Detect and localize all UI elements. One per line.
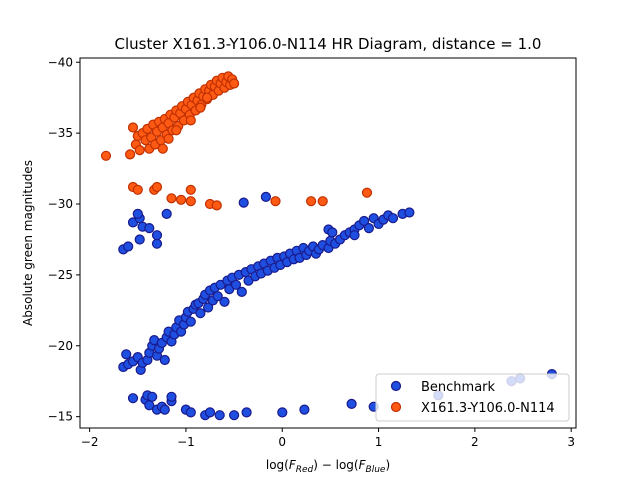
legend-label-benchmark: Benchmark (421, 380, 496, 395)
x-tick-label: 2 (471, 435, 479, 449)
data-point (127, 122, 139, 133)
data-point (214, 410, 225, 421)
data-point (100, 150, 112, 161)
data-point (185, 184, 196, 195)
data-point (346, 398, 357, 409)
series-0 (118, 191, 558, 421)
data-point (211, 200, 222, 211)
y-tick-label: −15 (48, 410, 73, 424)
data-point (166, 391, 177, 402)
data-point (317, 196, 328, 207)
data-point (241, 407, 252, 418)
x-tick-label: 3 (567, 435, 575, 449)
y-tick-label: −20 (48, 339, 73, 353)
data-point (161, 208, 172, 219)
data-point (387, 213, 399, 224)
y-axis-label: Absolute green magnitudes (21, 160, 35, 326)
y-axis-ticks: −15 −20 −25 −30 −35 −40 (48, 55, 80, 424)
data-point (359, 215, 370, 227)
data-point (151, 238, 163, 249)
data-point (185, 115, 196, 126)
x-axis-label: log(FRed) − log(FBlue) (266, 458, 390, 475)
data-point (238, 197, 249, 208)
data-point (277, 407, 288, 418)
data-point (327, 227, 338, 238)
data-point (349, 230, 360, 241)
series-1 (100, 71, 373, 211)
chart-title: Cluster X161.3-Y106.0-N114 HR Diagram, d… (115, 35, 542, 53)
data-point (202, 92, 213, 103)
data-point (159, 354, 170, 366)
legend: Benchmark X161.3-Y106.0-N114 (375, 373, 570, 422)
data-point (132, 208, 143, 219)
data-point (144, 223, 155, 234)
data-point (134, 234, 145, 245)
data-point (260, 191, 271, 202)
data-point (151, 181, 163, 193)
data-point (134, 145, 145, 156)
data-point (147, 391, 158, 402)
data-point (132, 184, 143, 195)
data-point (151, 230, 163, 241)
data-point (229, 410, 240, 421)
x-tick-label: −1 (177, 435, 195, 449)
data-point (185, 407, 196, 418)
data-point (195, 102, 206, 113)
data-point (363, 223, 374, 234)
x-tick-label: −2 (81, 435, 99, 449)
data-point (185, 196, 196, 207)
data-point (236, 286, 247, 297)
data-point (171, 125, 182, 136)
data-points (100, 71, 558, 421)
data-point (219, 296, 230, 307)
data-point (123, 241, 134, 252)
legend-box (375, 373, 570, 422)
data-point (361, 187, 373, 198)
data-point (299, 404, 310, 415)
y-tick-label: −40 (48, 55, 73, 69)
data-point (176, 194, 187, 205)
data-point (166, 193, 177, 204)
x-tick-label: 0 (278, 435, 286, 449)
data-point (185, 316, 196, 327)
data-point (212, 291, 223, 302)
y-tick-label: −25 (48, 268, 73, 282)
data-point (270, 196, 281, 207)
y-tick-label: −35 (48, 126, 73, 140)
data-point (157, 143, 168, 154)
data-point (159, 404, 170, 415)
data-point (127, 393, 139, 404)
x-tick-label: 1 (375, 435, 383, 449)
data-point (163, 133, 174, 144)
data-point (229, 78, 240, 89)
legend-marker-cluster (390, 401, 402, 413)
data-point (203, 302, 214, 313)
data-point (204, 407, 216, 418)
legend-marker-benchmark (390, 380, 402, 392)
data-point (306, 196, 317, 207)
data-point (404, 207, 415, 218)
plot-area-frame (79, 57, 577, 429)
data-point (230, 279, 242, 290)
data-point (125, 149, 136, 160)
y-tick-label: −30 (48, 197, 73, 211)
x-axis-ticks: −2 −1 0 1 2 3 (81, 428, 575, 449)
data-point (195, 308, 206, 319)
data-point (121, 349, 132, 360)
legend-label-cluster: X161.3-Y106.0-N114 (421, 401, 555, 416)
